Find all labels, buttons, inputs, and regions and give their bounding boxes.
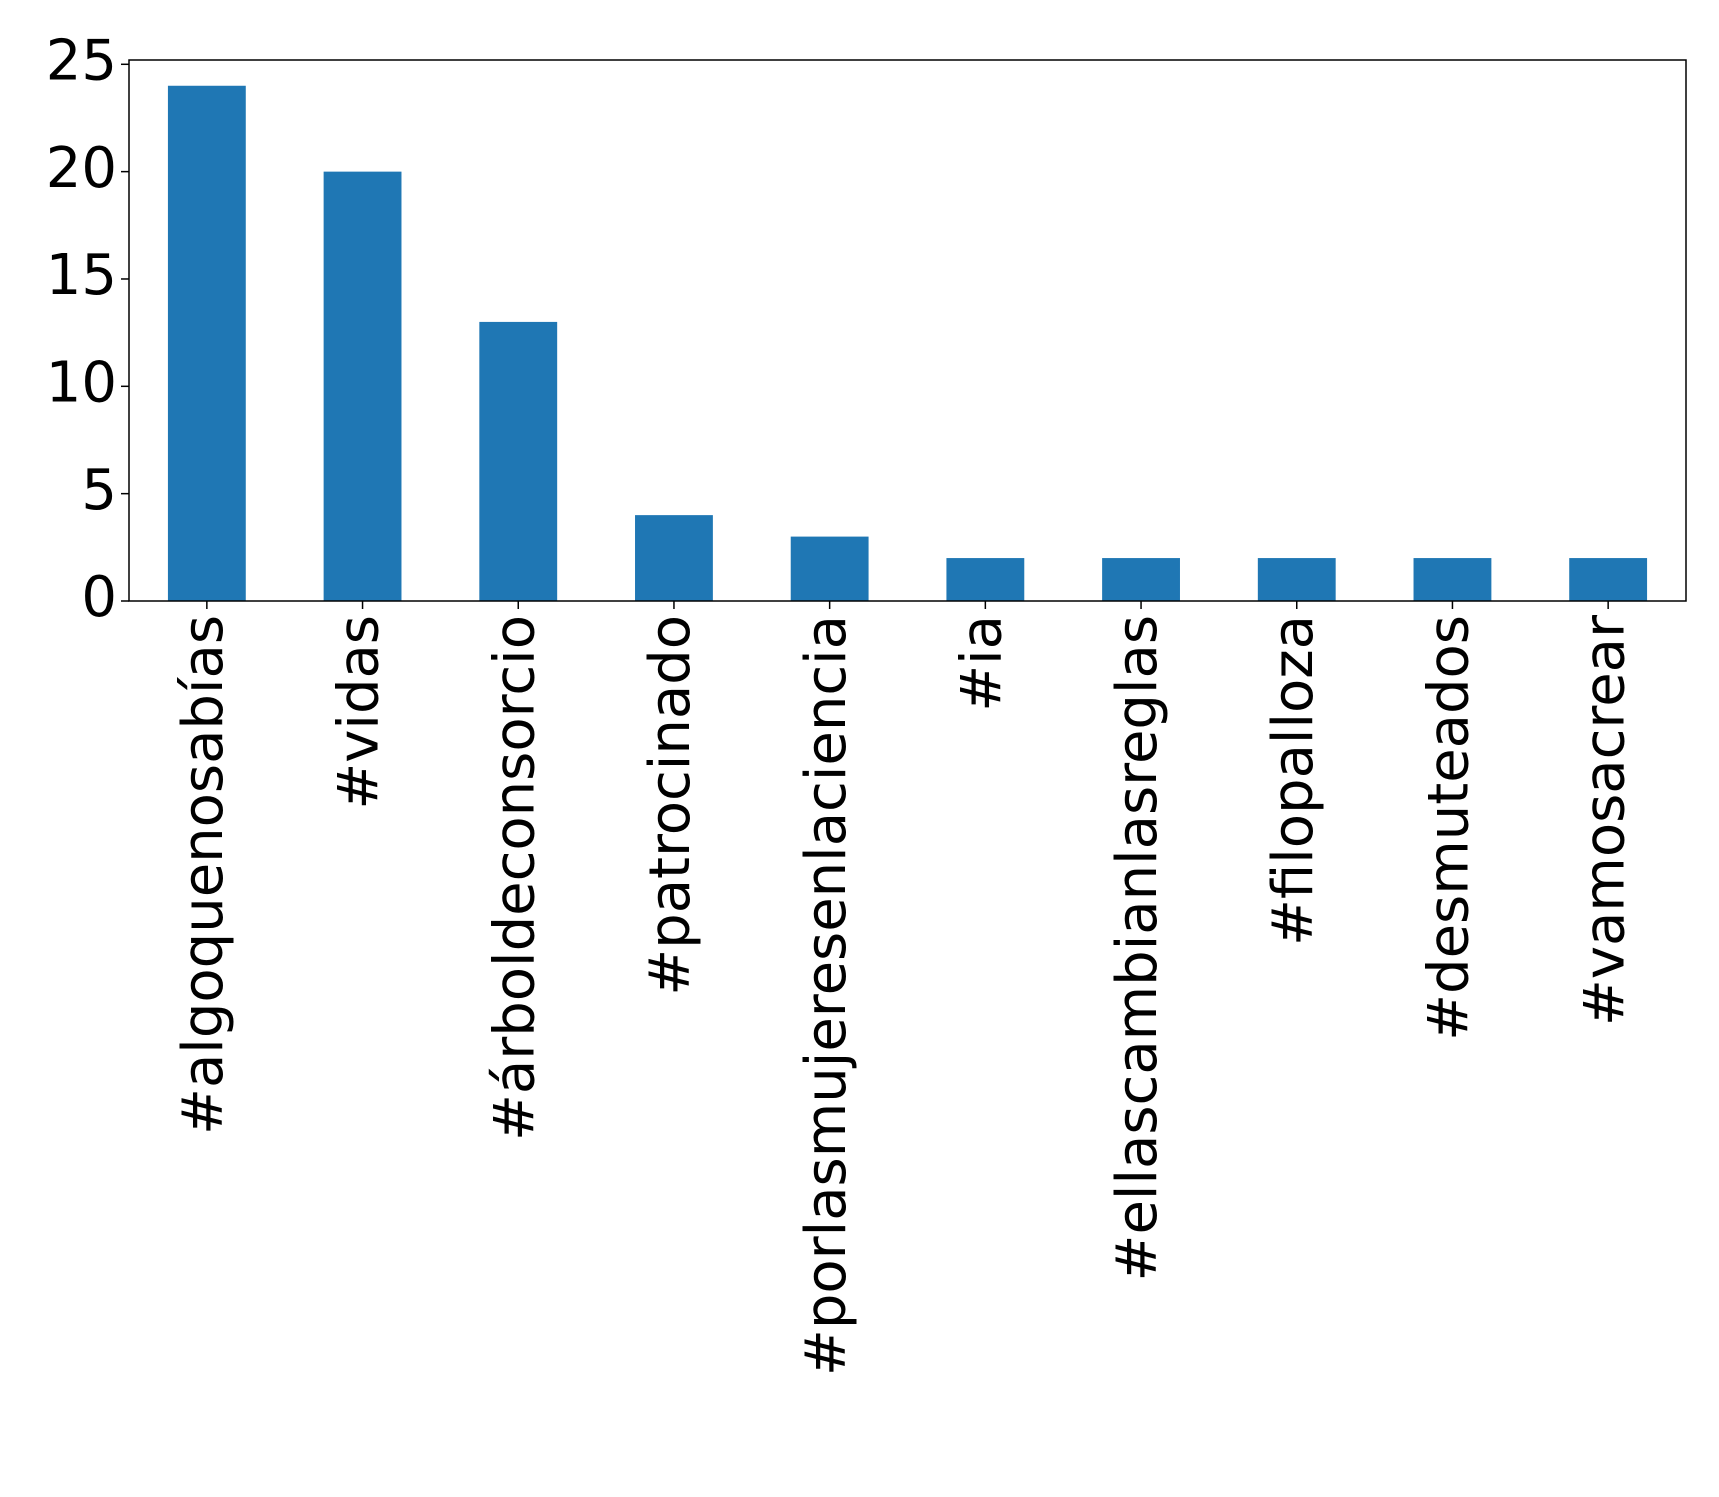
bar <box>1413 558 1492 601</box>
bar <box>1102 558 1180 601</box>
x-tick-label: #ia <box>949 615 1014 712</box>
bar <box>635 515 713 601</box>
x-tick-label: #patrocinado <box>638 615 703 996</box>
bar <box>479 321 558 601</box>
x-tick-label: #vamosacrear <box>1572 614 1637 1026</box>
x-axis: #algoquenosabías #vidas #árboldeconsorcio #… <box>171 601 1637 1376</box>
x-tick-label: #porlasmujeresenlaciencia <box>794 615 859 1376</box>
bar <box>1257 558 1336 601</box>
bar <box>1569 558 1648 601</box>
x-tick-label: #vidas <box>327 615 392 810</box>
x-tick-label: #árboldeconsorcio <box>482 615 547 1141</box>
bar <box>323 171 402 601</box>
y-tick-label: 20 <box>46 136 117 201</box>
x-tick-label: #filopalloza <box>1261 615 1326 946</box>
x-tick-label: #algoquenosabías <box>171 615 236 1135</box>
x-tick-label: #ellascambianlasreglas <box>1105 615 1170 1281</box>
y-tick-label: 25 <box>46 28 117 93</box>
bars-group <box>167 85 1648 601</box>
plot-frame <box>128 59 1687 602</box>
y-tick-label: 15 <box>46 243 117 308</box>
bar <box>946 558 1025 601</box>
bar <box>167 85 246 601</box>
x-tick-label: #desmuteados <box>1417 615 1482 1041</box>
bar <box>790 536 869 601</box>
y-tick-label: 5 <box>81 458 117 523</box>
y-tick-label: 0 <box>81 565 117 630</box>
y-tick-label: 10 <box>46 350 117 415</box>
y-axis: 0 5 10 15 20 25 <box>46 28 129 630</box>
